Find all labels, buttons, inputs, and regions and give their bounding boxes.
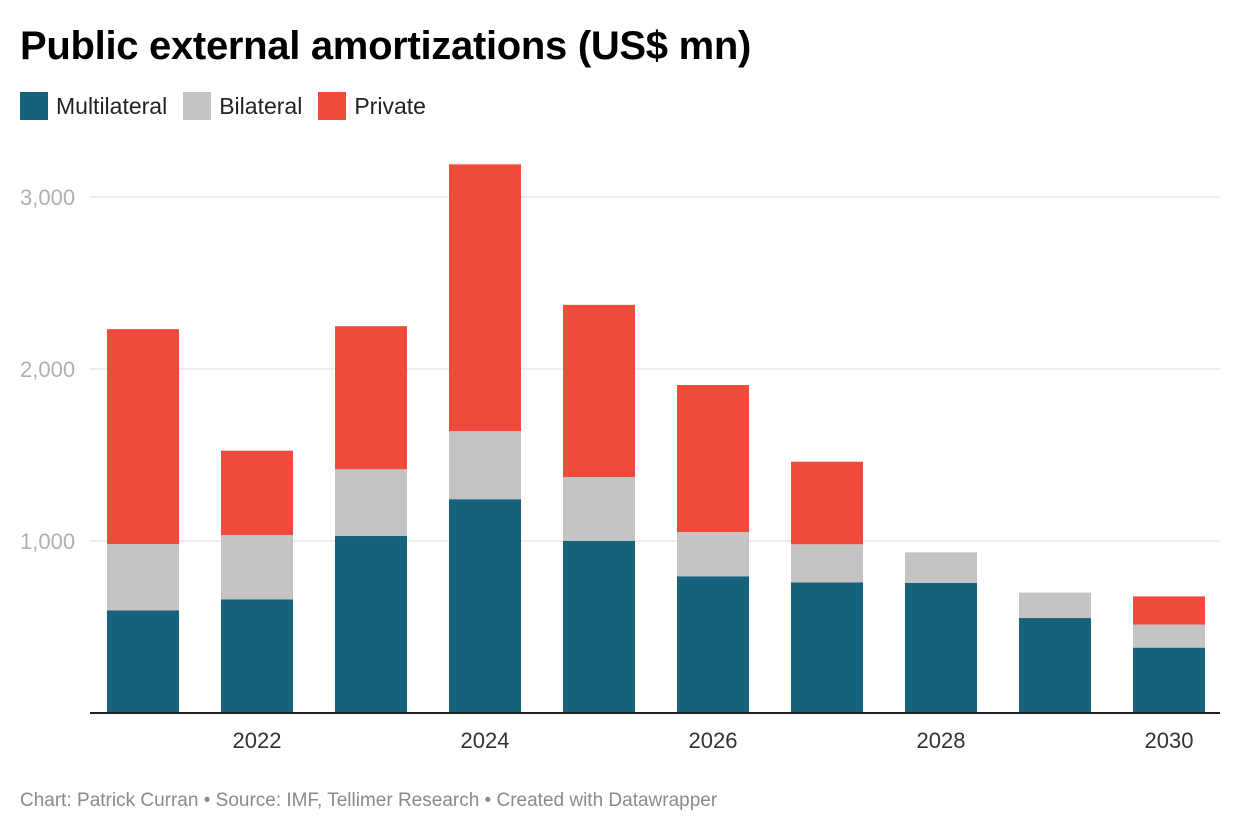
x-tick-label-2030: 2030 [1145,728,1194,753]
legend-swatch-private [318,92,347,120]
legend-item-bilateral: Bilateral [183,92,302,120]
bar-private-2023 [335,326,407,470]
bar-multilateral-2027 [791,582,863,713]
bar-multilateral-2021 [107,610,179,713]
bar-bilateral-2027 [791,544,863,583]
bar-bilateral-2026 [677,532,749,577]
bar-bilateral-2021 [107,544,179,611]
bar-private-2025 [563,304,635,478]
y-tick-label-1000: 1,000 [20,529,75,554]
x-tick-label-2022: 2022 [233,728,282,753]
bar-private-2030 [1133,596,1205,625]
chart-legend: Multilateral Bilateral Private [20,90,442,122]
bar-multilateral-2030 [1133,647,1205,713]
legend-item-multilateral: Multilateral [20,92,167,120]
x-tick-label-2028: 2028 [917,728,966,753]
bar-bilateral-2022 [221,534,293,600]
bar-private-2024 [449,164,521,432]
bar-multilateral-2025 [563,540,635,713]
bar-multilateral-2028 [905,582,977,713]
bar-multilateral-2023 [335,536,407,713]
x-tick-label-2024: 2024 [461,728,510,753]
bar-bilateral-2023 [335,469,407,537]
bar-private-2027 [791,461,863,545]
legend-label-bilateral: Bilateral [219,92,303,119]
bar-multilateral-2022 [221,599,293,713]
bar-bilateral-2029 [1019,592,1091,619]
bar-multilateral-2026 [677,576,749,713]
bar-multilateral-2024 [449,499,521,713]
chart-title: Public external amortizations (US$ mn) [20,24,751,68]
bar-bilateral-2030 [1133,624,1205,648]
bar-bilateral-2028 [905,552,977,583]
bar-private-2022 [221,450,293,535]
legend-swatch-multilateral [20,92,48,120]
y-tick-label-2000: 2,000 [20,357,75,382]
y-tick-label-3000: 3,000 [20,185,75,210]
legend-label-private: Private [354,92,426,119]
x-tick-label-2026: 2026 [689,728,738,753]
chart-footer: Chart: Patrick Curran • Source: IMF, Tel… [20,790,718,811]
bar-multilateral-2029 [1019,618,1091,713]
bar-bilateral-2024 [449,431,521,500]
legend-item-private: Private [318,92,426,120]
legend-label-multilateral: Multilateral [56,92,168,119]
bar-private-2021 [107,329,179,545]
bar-private-2026 [677,384,749,533]
legend-swatch-bilateral [183,92,212,120]
bar-bilateral-2025 [563,477,635,541]
